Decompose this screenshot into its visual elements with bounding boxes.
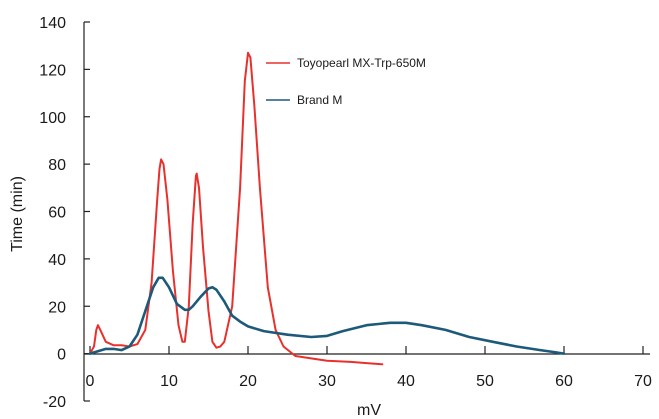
y-tick-label: 100 — [39, 110, 66, 127]
y-tick-label: 0 — [57, 347, 66, 364]
y-tick-label: 120 — [39, 62, 66, 79]
x-tick-label: 70 — [634, 373, 652, 390]
y-tick-label: 60 — [48, 205, 66, 222]
x-ticks: 0 10 20 30 40 50 60 70 — [86, 346, 652, 390]
x-axis-title: mV — [357, 402, 381, 419]
x-tick-label: 30 — [318, 373, 336, 390]
y-tick-label: 140 — [39, 15, 66, 32]
x-tick-label: 50 — [476, 373, 494, 390]
x-tick-label: 60 — [555, 373, 573, 390]
x-tick-label: 10 — [160, 373, 178, 390]
y-ticks: 140 120 100 80 60 40 20 0 -20 — [39, 15, 90, 411]
series-line-brand-m — [88, 276, 566, 355]
y-axis-title: Time (min) — [9, 176, 26, 252]
legend-label-toyopearl: Toyopearl MX-Trp-650M — [297, 56, 426, 70]
y-tick-label: 40 — [48, 252, 66, 269]
legend-label-brand-m: Brand M — [297, 93, 342, 107]
legend: Toyopearl MX-Trp-650M Brand M — [266, 56, 426, 107]
y-tick-label: -20 — [43, 394, 66, 411]
x-tick-label: 0 — [86, 373, 95, 390]
y-tick-label: 20 — [48, 299, 66, 316]
x-tick-label: 20 — [239, 373, 257, 390]
x-tick-label: 40 — [397, 373, 415, 390]
series-layer — [88, 51, 566, 366]
y-tick-label: 80 — [48, 157, 66, 174]
